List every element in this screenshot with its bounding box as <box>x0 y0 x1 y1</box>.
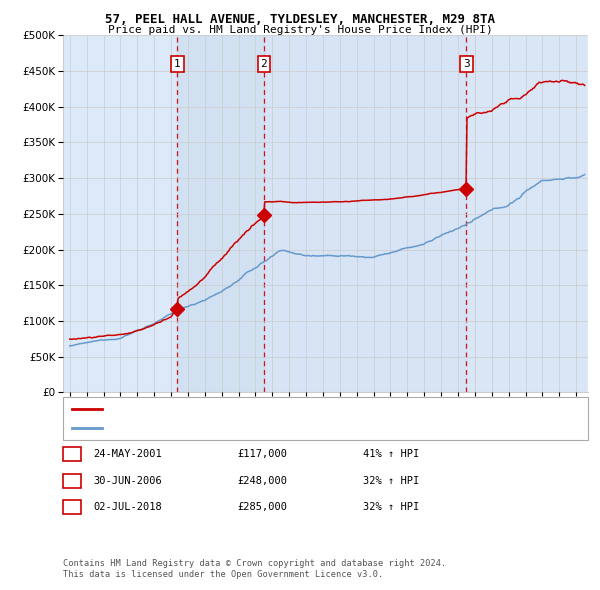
Text: 30-JUN-2006: 30-JUN-2006 <box>93 476 162 486</box>
Text: 3: 3 <box>69 503 75 512</box>
Text: 41% ↑ HPI: 41% ↑ HPI <box>363 450 419 459</box>
Text: 24-MAY-2001: 24-MAY-2001 <box>93 450 162 459</box>
Text: 3: 3 <box>463 59 470 69</box>
Text: 57, PEEL HALL AVENUE, TYLDESLEY, MANCHESTER, M29 8TA: 57, PEEL HALL AVENUE, TYLDESLEY, MANCHES… <box>105 13 495 26</box>
Text: 57, PEEL HALL AVENUE, TYLDESLEY, MANCHESTER, M29 8TA (detached house): 57, PEEL HALL AVENUE, TYLDESLEY, MANCHES… <box>108 404 514 414</box>
Text: 2: 2 <box>260 59 267 69</box>
Text: Price paid vs. HM Land Registry's House Price Index (HPI): Price paid vs. HM Land Registry's House … <box>107 25 493 35</box>
Bar <box>466 35 584 392</box>
Text: This data is licensed under the Open Government Licence v3.0.: This data is licensed under the Open Gov… <box>63 571 383 579</box>
Text: £285,000: £285,000 <box>237 503 287 512</box>
Text: £248,000: £248,000 <box>237 476 287 486</box>
Bar <box>178 35 264 392</box>
Bar <box>264 35 466 392</box>
Text: £117,000: £117,000 <box>237 450 287 459</box>
Text: HPI: Average price, detached house, Wigan: HPI: Average price, detached house, Wiga… <box>108 422 349 432</box>
Text: 32% ↑ HPI: 32% ↑ HPI <box>363 476 419 486</box>
Text: 32% ↑ HPI: 32% ↑ HPI <box>363 503 419 512</box>
Text: 02-JUL-2018: 02-JUL-2018 <box>93 503 162 512</box>
Text: 2: 2 <box>69 476 75 486</box>
Text: Contains HM Land Registry data © Crown copyright and database right 2024.: Contains HM Land Registry data © Crown c… <box>63 559 446 568</box>
Text: 1: 1 <box>69 450 75 459</box>
Text: 1: 1 <box>174 59 181 69</box>
